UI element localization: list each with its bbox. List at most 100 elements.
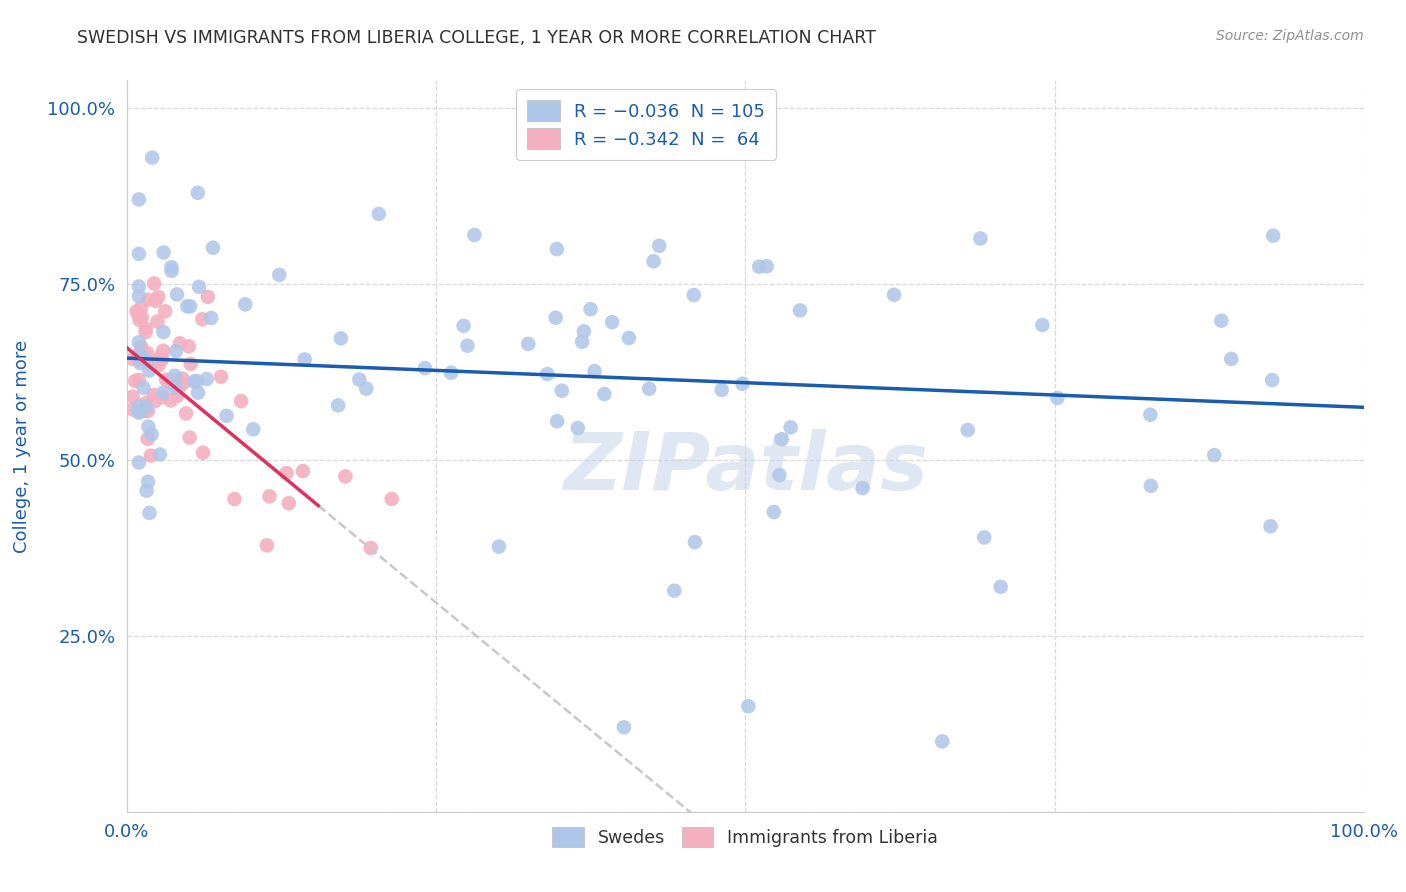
- Point: [990, 580, 1012, 594]
- Point: [710, 383, 733, 397]
- Point: [169, 336, 191, 351]
- Point: [191, 446, 214, 460]
- Point: [215, 409, 238, 423]
- Point: [593, 387, 616, 401]
- Point: [129, 356, 152, 370]
- Point: [155, 373, 177, 387]
- Point: [770, 432, 793, 446]
- Point: [349, 372, 371, 386]
- Point: [136, 346, 159, 360]
- Point: [617, 331, 640, 345]
- Point: [755, 260, 778, 274]
- Point: [456, 339, 478, 353]
- Point: [127, 348, 149, 362]
- Point: [129, 340, 152, 354]
- Point: [148, 290, 170, 304]
- Point: [356, 382, 378, 396]
- Point: [762, 505, 785, 519]
- Point: [143, 277, 166, 291]
- Point: [197, 290, 219, 304]
- Point: [269, 268, 291, 282]
- Point: [128, 289, 150, 303]
- Point: [517, 337, 540, 351]
- Point: [174, 406, 197, 420]
- Point: [179, 299, 201, 313]
- Point: [294, 352, 316, 367]
- Point: [128, 406, 150, 420]
- Point: [159, 393, 181, 408]
- Point: [643, 254, 665, 268]
- Point: [779, 420, 801, 434]
- Point: [159, 376, 181, 390]
- Point: [326, 399, 349, 413]
- Point: [152, 245, 174, 260]
- Point: [1139, 479, 1161, 493]
- Point: [1139, 408, 1161, 422]
- Point: [571, 334, 593, 349]
- Point: [160, 373, 183, 387]
- Point: [138, 506, 160, 520]
- Point: [146, 314, 169, 328]
- Point: [152, 343, 174, 358]
- Point: [648, 239, 671, 253]
- Point: [233, 297, 256, 311]
- Point: [136, 419, 159, 434]
- Point: [121, 402, 143, 417]
- Point: [883, 287, 905, 301]
- Point: [683, 535, 706, 549]
- Point: [583, 364, 606, 378]
- Point: [329, 331, 352, 345]
- Point: [128, 247, 150, 261]
- Legend: Swedes, Immigrants from Liberia: Swedes, Immigrants from Liberia: [546, 821, 945, 855]
- Point: [209, 369, 232, 384]
- Point: [1046, 391, 1069, 405]
- Point: [143, 394, 166, 409]
- Text: ZIPatlas: ZIPatlas: [562, 429, 928, 507]
- Point: [200, 310, 222, 325]
- Point: [638, 382, 661, 396]
- Point: [141, 357, 163, 371]
- Point: [567, 421, 589, 435]
- Point: [1260, 519, 1282, 533]
- Point: [135, 396, 157, 410]
- Point: [125, 304, 148, 318]
- Point: [1263, 228, 1285, 243]
- Point: [1220, 351, 1243, 366]
- Point: [748, 260, 770, 274]
- Point: [789, 303, 811, 318]
- Point: [141, 151, 163, 165]
- Point: [176, 299, 198, 313]
- Point: [127, 307, 149, 321]
- Point: [276, 466, 298, 480]
- Point: [136, 432, 159, 446]
- Point: [242, 422, 264, 436]
- Point: [165, 344, 187, 359]
- Point: [128, 399, 150, 413]
- Point: [1211, 313, 1233, 327]
- Point: [201, 241, 224, 255]
- Point: [360, 541, 382, 555]
- Point: [128, 456, 150, 470]
- Point: [150, 390, 173, 404]
- Point: [1031, 318, 1053, 332]
- Point: [165, 380, 187, 394]
- Point: [224, 491, 246, 506]
- Y-axis label: College, 1 year or more: College, 1 year or more: [13, 340, 31, 552]
- Point: [124, 374, 146, 388]
- Point: [572, 324, 595, 338]
- Point: [166, 287, 188, 301]
- Point: [166, 389, 188, 403]
- Point: [149, 448, 172, 462]
- Point: [229, 394, 252, 409]
- Point: [731, 376, 754, 391]
- Point: [551, 384, 574, 398]
- Point: [128, 353, 150, 368]
- Point: [463, 227, 485, 242]
- Point: [544, 310, 567, 325]
- Point: [138, 363, 160, 377]
- Point: [413, 361, 436, 376]
- Point: [153, 304, 176, 318]
- Point: [956, 423, 979, 437]
- Point: [613, 720, 636, 734]
- Point: [191, 312, 214, 326]
